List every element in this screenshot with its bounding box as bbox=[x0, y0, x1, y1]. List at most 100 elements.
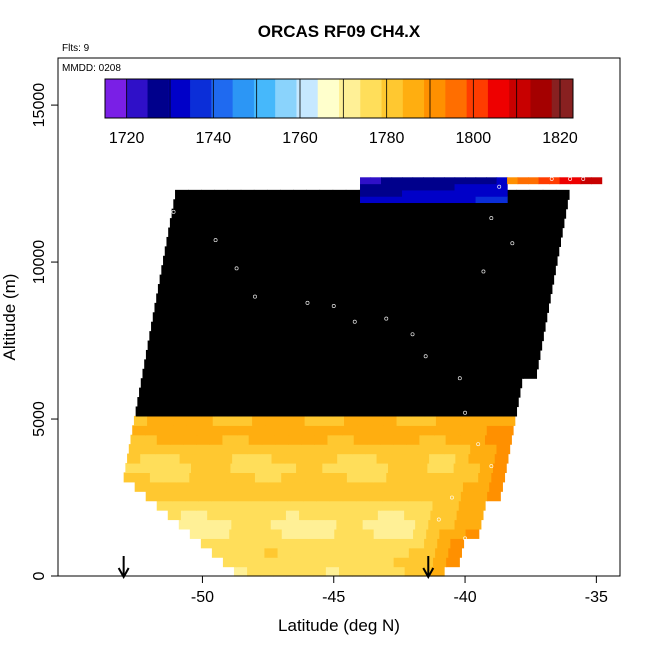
heatmap-cell bbox=[218, 453, 233, 464]
heatmap-cell bbox=[248, 500, 263, 511]
heatmap-cell bbox=[333, 255, 348, 266]
heatmap-cell bbox=[220, 227, 235, 238]
colorbar-swatch bbox=[211, 79, 234, 118]
heatmap-cell bbox=[357, 481, 372, 492]
colorbar-swatch bbox=[360, 79, 383, 118]
heatmap-cell bbox=[526, 349, 541, 360]
heatmap-cell bbox=[536, 293, 551, 304]
heatmap-cell bbox=[147, 340, 162, 351]
heatmap-cell bbox=[390, 302, 405, 313]
heatmap-cell bbox=[370, 415, 385, 426]
heatmap-cell bbox=[479, 321, 494, 332]
heatmap-cell bbox=[427, 387, 442, 398]
heatmap-cell bbox=[475, 177, 487, 185]
heatmap-cell bbox=[301, 434, 315, 445]
heatmap-cell bbox=[508, 378, 523, 389]
heatmap-cell bbox=[352, 227, 366, 238]
heatmap-cell bbox=[437, 538, 451, 549]
heatmap-cell bbox=[380, 557, 395, 568]
heatmap-cell bbox=[344, 481, 359, 492]
heatmap-cell bbox=[381, 177, 393, 185]
heatmap-cell bbox=[417, 510, 431, 521]
heatmap-cell bbox=[423, 189, 435, 197]
heatmap-cell bbox=[243, 246, 258, 257]
heatmap-cell bbox=[415, 236, 430, 247]
heatmap-cell bbox=[316, 491, 331, 502]
heatmap-cell bbox=[232, 236, 246, 247]
heatmap-cell bbox=[235, 434, 250, 445]
heatmap-cell bbox=[342, 425, 357, 436]
heatmap-cell bbox=[312, 302, 326, 313]
heatmap-cell bbox=[484, 293, 499, 304]
heatmap-cell bbox=[353, 293, 367, 304]
heatmap-cell bbox=[434, 208, 448, 219]
heatmap-cell bbox=[522, 227, 537, 238]
heatmap-cell bbox=[222, 434, 237, 445]
heatmap-cell bbox=[496, 227, 511, 238]
heatmap-cell bbox=[312, 566, 327, 577]
heatmap-cell bbox=[444, 196, 456, 204]
heatmap-cell bbox=[404, 227, 419, 238]
heatmap-cell bbox=[163, 255, 177, 266]
heatmap-cell bbox=[379, 293, 394, 304]
heatmap-cell bbox=[454, 196, 466, 204]
heatmap-cell bbox=[262, 557, 277, 568]
heatmap-cell bbox=[376, 453, 391, 464]
heatmap-cell bbox=[379, 434, 394, 445]
heatmap-cell bbox=[205, 453, 220, 464]
heatmap-cell bbox=[499, 284, 514, 295]
heatmap-cell bbox=[274, 293, 289, 304]
heatmap-cell bbox=[196, 218, 210, 229]
heatmap-cell bbox=[284, 236, 299, 247]
heatmap-cell bbox=[525, 284, 540, 295]
colorbar-tick-label: 1720 bbox=[109, 130, 145, 147]
heatmap-cell bbox=[330, 415, 345, 426]
heatmap-cell bbox=[457, 227, 471, 238]
heatmap-cell bbox=[318, 340, 333, 351]
heatmap-cell bbox=[312, 444, 327, 455]
heatmap-cell bbox=[345, 538, 360, 549]
heatmap-cell bbox=[493, 387, 508, 398]
heatmap-cell bbox=[202, 255, 217, 266]
heatmap-cell bbox=[490, 331, 505, 342]
heatmap-cell bbox=[305, 340, 319, 351]
heatmap-cell bbox=[313, 293, 328, 304]
colorbar-tick-label: 1780 bbox=[369, 130, 405, 147]
heatmap-cell bbox=[389, 312, 403, 323]
heatmap-cell bbox=[300, 368, 314, 379]
heatmap-cell bbox=[250, 425, 265, 436]
heatmap-cell bbox=[499, 208, 514, 219]
heatmap-cell bbox=[327, 500, 342, 511]
heatmap-cell bbox=[527, 199, 542, 210]
heatmap-cell bbox=[241, 255, 256, 266]
heatmap-cell bbox=[188, 406, 202, 417]
heatmap-cell bbox=[252, 199, 266, 210]
heatmap-cell bbox=[296, 246, 310, 257]
heatmap-cell bbox=[414, 462, 428, 473]
heatmap-cell bbox=[240, 538, 254, 549]
heatmap-cell bbox=[225, 274, 240, 285]
heatmap-cell bbox=[140, 378, 155, 389]
heatmap-cell bbox=[532, 246, 547, 257]
heatmap-cell bbox=[224, 425, 238, 436]
heatmap-cell bbox=[310, 519, 324, 530]
heatmap-cell bbox=[317, 274, 331, 285]
profile-dot bbox=[331, 304, 336, 308]
heatmap-cell bbox=[160, 415, 174, 426]
heatmap-cell bbox=[465, 528, 480, 539]
heatmap-cell bbox=[370, 177, 382, 185]
heatmap-cell bbox=[236, 359, 250, 370]
heatmap-cell bbox=[367, 359, 382, 370]
heatmap-cell bbox=[493, 462, 507, 473]
heatmap-cell bbox=[174, 265, 189, 276]
heatmap-cell bbox=[394, 208, 409, 219]
heatmap-cell bbox=[570, 177, 582, 185]
heatmap-cell bbox=[408, 491, 423, 502]
heatmap-cell bbox=[516, 189, 531, 200]
heatmap-cell bbox=[130, 434, 145, 445]
heatmap-cell bbox=[498, 359, 513, 370]
heatmap-cell bbox=[435, 199, 450, 210]
heatmap-cell bbox=[335, 246, 350, 257]
heatmap-cell bbox=[139, 387, 153, 398]
heatmap-cell bbox=[238, 547, 252, 558]
